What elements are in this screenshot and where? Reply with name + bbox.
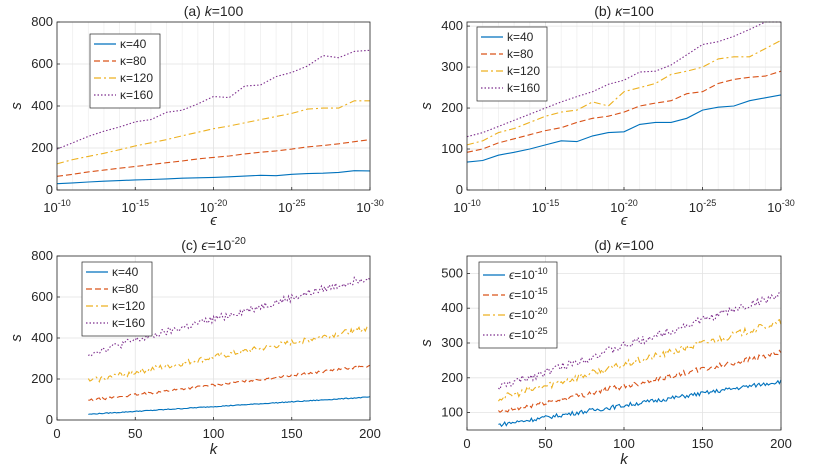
legend-label-2: κ=80	[112, 282, 139, 296]
x-tick-label: 100	[613, 436, 635, 451]
x-tick-label: 50	[538, 436, 552, 451]
x-tick-label: 10-25	[278, 198, 305, 215]
x-tick-label: 50	[128, 426, 142, 441]
series-line-3	[87, 326, 371, 384]
y-axis-label: s	[418, 102, 435, 110]
chart-title: (c) ϵ=10-20	[181, 236, 246, 253]
x-axis-label: k	[620, 451, 629, 468]
legend-label-1: κ=40	[120, 37, 147, 51]
legend: ϵ=10-10 ϵ=10-15 ϵ=10-20 ϵ=10-25	[478, 261, 558, 349]
series-group	[56, 49, 371, 185]
x-tick-label: 10-15	[122, 198, 149, 215]
legend-label-3: κ=120	[112, 299, 145, 313]
chart-panel-d: 0 50 100 150 200 100 200 300 400 500 k s (d) κ=100 ϵ=…	[418, 237, 792, 468]
series-line-2	[88, 364, 371, 402]
legend-label-2: ϵ=10-15	[509, 286, 548, 302]
legend-box	[476, 26, 548, 102]
x-tick-label: 10-10	[453, 198, 480, 215]
legend-label-2: κ=80	[120, 54, 147, 68]
legend: κ=40 κ=80 κ=120 κ=160	[89, 33, 161, 109]
x-axis-label: ϵ	[621, 212, 628, 229]
chart-title: (d) κ=100	[594, 237, 654, 253]
y-tick-label: 0	[46, 182, 53, 197]
x-tick-label: 10-30	[356, 198, 383, 215]
series-line-2	[466, 70, 782, 153]
y-tick-label: 300	[441, 59, 463, 74]
legend-label-4: ϵ=10-25	[509, 326, 548, 342]
y-tick-label: 100	[441, 405, 463, 420]
x-axis-label: k	[210, 441, 219, 458]
y-tick-label: 300	[441, 335, 463, 350]
legend-label-3: κ=120	[120, 71, 153, 85]
y-tick-label: 800	[31, 14, 53, 29]
y-tick-label: 0	[46, 412, 53, 427]
series-group	[497, 290, 782, 428]
x-tick-label: 150	[692, 436, 714, 451]
series-line-4	[56, 49, 371, 150]
y-tick-label: 200	[441, 100, 463, 115]
y-tick-label: 600	[31, 56, 53, 71]
x-tick-label: 200	[359, 426, 381, 441]
y-tick-label: 0	[456, 182, 463, 197]
legend-label-1: k=40	[507, 30, 534, 44]
series-line-1	[56, 170, 371, 185]
x-tick-label: 10-15	[532, 198, 559, 215]
legend: k=40 k=80 k=120 k=160	[476, 26, 548, 102]
legend-label-3: k=120	[507, 64, 540, 78]
legend-label-4: k=160	[507, 81, 540, 95]
legend-label-4: κ=160	[120, 88, 153, 102]
x-tick-label: 0	[53, 426, 60, 441]
x-tick-label: 10-20	[610, 198, 637, 215]
legend-box	[89, 33, 161, 109]
series-group	[466, 21, 782, 163]
y-tick-label: 400	[31, 98, 53, 113]
chart-title: (b) κ=100	[594, 3, 654, 19]
x-tick-label: 150	[281, 426, 303, 441]
legend-label-1: κ=40	[112, 265, 139, 279]
chart-panel-c: 0 50 100 150 200 0 200 400 600 800 k s (c) ϵ=10-20 κ=…	[8, 236, 381, 458]
y-tick-label: 100	[441, 141, 463, 156]
x-axis-label: ϵ	[210, 212, 217, 229]
y-tick-label: 500	[441, 265, 463, 280]
chart-panel-b: 10-10 10-15 10-20 10-25 10-30 0 100 200 300 400 ϵ s…	[418, 3, 795, 229]
y-tick-label: 400	[31, 330, 53, 345]
legend-label-3: ϵ=10-20	[509, 306, 548, 322]
y-tick-label: 200	[31, 371, 53, 386]
series-line-1	[498, 379, 782, 428]
x-tick-label: 10-20	[200, 198, 227, 215]
legend-box	[81, 261, 153, 337]
series-line-3	[466, 39, 782, 146]
legend-label-2: k=80	[507, 47, 534, 61]
y-tick-label: 400	[441, 300, 463, 315]
y-tick-label: 800	[31, 248, 53, 263]
series-line-2	[497, 349, 782, 413]
x-tick-label: 0	[463, 436, 470, 451]
y-axis-label: s	[418, 339, 435, 347]
series-line-1	[88, 396, 371, 415]
x-tick-label: 10-10	[43, 198, 70, 215]
x-tick-label: 200	[770, 436, 792, 451]
x-tick-label: 100	[203, 426, 225, 441]
y-tick-label: 200	[31, 140, 53, 155]
series-line-1	[466, 94, 782, 163]
chart-panel-a: 10-10 10-15 10-20 10-25 10-30 0 200 400 600 800 ϵ s…	[8, 3, 384, 229]
legend-label-1: ϵ=10-10	[509, 266, 548, 282]
x-tick-label: 10-30	[767, 198, 794, 215]
legend-label-4: κ=160	[112, 316, 145, 330]
legend-box	[478, 261, 558, 349]
legend: κ=40 κ=80 κ=120 κ=160	[81, 261, 153, 337]
series-line-2	[56, 139, 371, 177]
chart-title: (a) k=100	[184, 3, 244, 19]
y-tick-label: 200	[441, 370, 463, 385]
y-axis-label: s	[8, 334, 25, 342]
x-tick-label: 10-25	[689, 198, 716, 215]
y-tick-label: 400	[441, 18, 463, 33]
series-group	[87, 276, 371, 415]
series-line-3	[56, 100, 370, 165]
series-line-3	[497, 318, 782, 402]
y-tick-label: 600	[31, 289, 53, 304]
y-axis-label: s	[8, 102, 25, 110]
